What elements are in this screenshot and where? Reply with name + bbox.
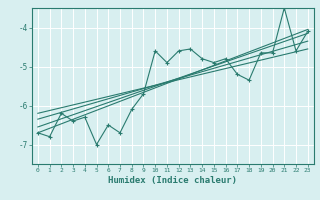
X-axis label: Humidex (Indice chaleur): Humidex (Indice chaleur) — [108, 176, 237, 185]
